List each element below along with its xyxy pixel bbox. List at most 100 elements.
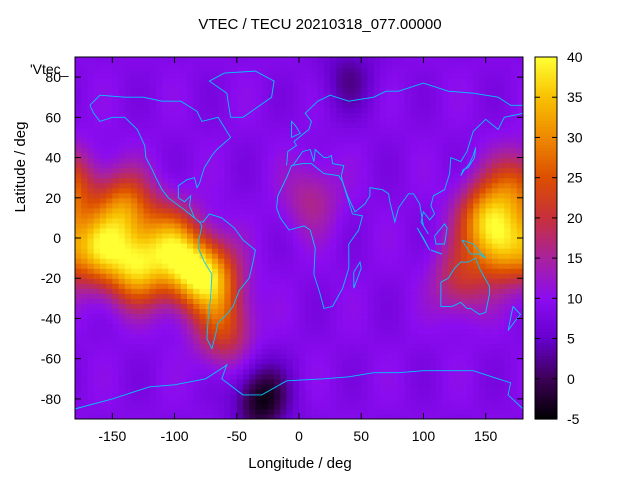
heat-cell — [317, 62, 325, 68]
heat-cell — [491, 313, 499, 320]
heat-cell — [423, 393, 431, 400]
heat-cell — [193, 172, 201, 179]
heat-cell — [162, 338, 169, 345]
heat-cell — [249, 157, 257, 164]
heat-cell — [330, 97, 337, 103]
heat-cell — [355, 142, 362, 149]
heat-cell — [87, 227, 95, 234]
heat-cell — [342, 212, 350, 219]
heat-cell — [261, 222, 269, 229]
heat-cell — [187, 97, 194, 103]
heat-cell — [460, 82, 468, 88]
heat-cell — [75, 278, 82, 284]
heat-cell — [323, 57, 331, 63]
heat-cell — [392, 253, 400, 259]
heat-cell — [193, 97, 201, 103]
heat-cell — [187, 333, 194, 340]
heat-cell — [386, 77, 393, 83]
heat-cell — [504, 353, 512, 360]
heat-cell — [255, 248, 263, 254]
heat-cell — [411, 82, 418, 88]
heat-cell — [106, 308, 113, 315]
heat-cell — [193, 102, 201, 108]
heat-cell — [87, 393, 95, 400]
heat-cell — [411, 97, 418, 103]
heat-cell — [460, 283, 468, 289]
heat-cell — [124, 378, 132, 385]
heat-cell — [243, 227, 250, 234]
heat-cell — [491, 348, 499, 355]
heat-cell — [93, 343, 101, 350]
heat-cell — [236, 253, 244, 259]
heat-cell — [236, 137, 244, 144]
heat-cell — [336, 157, 344, 164]
heat-cell — [429, 328, 437, 335]
heat-cell — [131, 82, 138, 88]
heat-cell — [498, 378, 505, 385]
heat-cell — [485, 122, 493, 128]
heat-cell — [435, 197, 443, 204]
heat-cell — [479, 398, 487, 405]
heat-cell — [411, 132, 418, 139]
heat-cell — [454, 142, 462, 149]
heat-cell — [342, 177, 350, 184]
heat-cell — [355, 393, 362, 400]
heat-cell — [423, 328, 431, 335]
heat-cell — [87, 313, 95, 320]
heat-cell — [435, 253, 443, 259]
heat-cell — [479, 378, 487, 385]
heat-cell — [423, 343, 431, 350]
heat-cell — [99, 283, 107, 289]
heat-cell — [205, 328, 213, 335]
heat-cell — [143, 403, 151, 410]
heat-cell — [485, 197, 493, 204]
heat-cell — [162, 187, 169, 194]
heat-cell — [149, 338, 157, 345]
heat-cell — [454, 358, 462, 365]
heat-cell — [267, 97, 275, 103]
heat-cell — [261, 388, 269, 395]
heat-cell — [429, 62, 437, 68]
heat-cell — [243, 248, 250, 254]
heat-cell — [193, 192, 201, 199]
heat-cell — [311, 107, 319, 113]
heat-cell — [379, 82, 387, 88]
heat-cell — [75, 127, 82, 134]
heat-cell — [323, 107, 331, 113]
heat-cell — [305, 232, 313, 239]
heat-cell — [392, 258, 400, 264]
heat-cell — [317, 263, 325, 269]
heat-cell — [299, 288, 306, 294]
heat-cell — [299, 217, 306, 224]
heat-cell — [386, 338, 393, 345]
heat-cell — [479, 137, 487, 144]
heat-cell — [305, 383, 313, 390]
heat-cell — [155, 152, 163, 159]
heat-cell — [355, 398, 362, 405]
heat-cell — [155, 117, 163, 123]
heat-cell — [286, 192, 294, 199]
heat-cell — [112, 167, 120, 174]
heat-cell — [454, 182, 462, 189]
heat-cell — [473, 328, 481, 335]
heat-cell — [118, 398, 126, 405]
heat-cell — [211, 308, 219, 315]
heat-cell — [404, 278, 412, 284]
heat-cell — [367, 388, 375, 395]
heat-cell — [336, 403, 344, 410]
heat-cell — [243, 318, 250, 325]
heat-cell — [292, 383, 300, 390]
heat-cell — [386, 147, 393, 154]
heat-cell — [261, 82, 269, 88]
heat-cell — [249, 378, 257, 385]
heat-cell — [218, 313, 225, 320]
heat-cell — [112, 92, 120, 98]
heat-cell — [498, 393, 505, 400]
heat-cell — [286, 363, 294, 370]
heat-cell — [155, 313, 163, 320]
heat-cell — [249, 137, 257, 144]
heat-cell — [392, 263, 400, 269]
heat-cell — [106, 318, 113, 325]
heat-cell — [504, 348, 512, 355]
heat-cell — [81, 308, 89, 315]
